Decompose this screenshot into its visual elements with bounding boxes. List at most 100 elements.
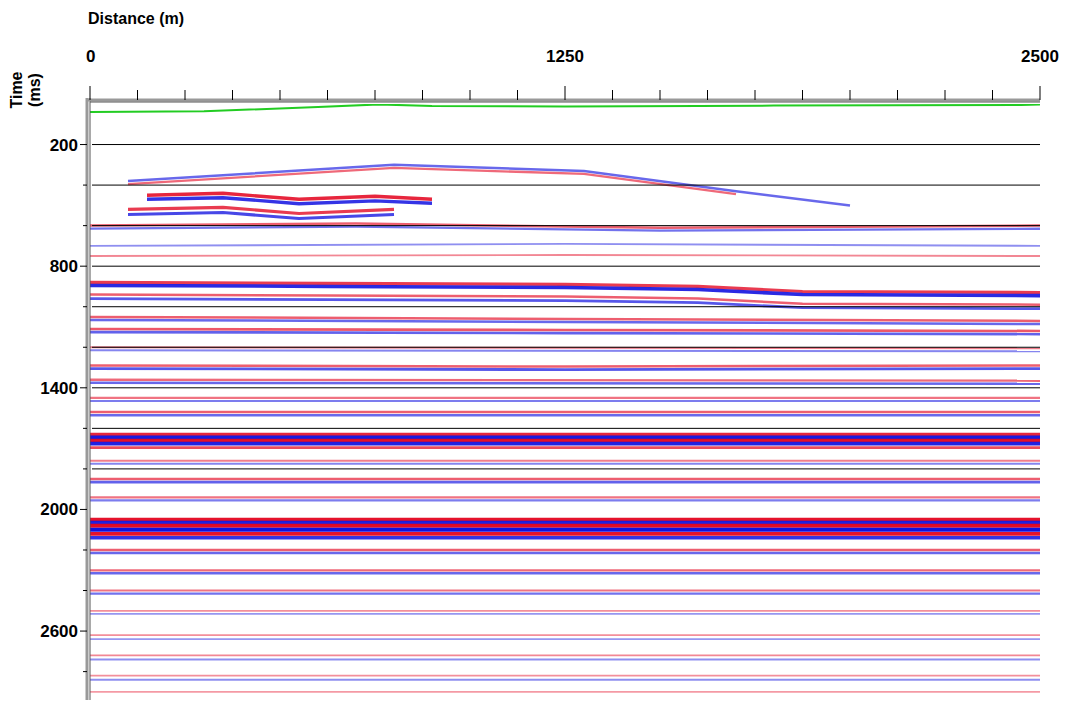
- x-minor-tick: [185, 90, 186, 100]
- reflector: [90, 499, 1040, 501]
- reflector: [90, 675, 1040, 677]
- x-minor-tick: [850, 90, 851, 100]
- reflector: [90, 255, 1040, 256]
- x-minor-tick: [470, 90, 471, 100]
- x-minor-tick: [802, 90, 803, 100]
- x-minor-tick: [897, 90, 898, 100]
- x-minor-tick: [422, 90, 423, 100]
- reflector: [90, 244, 1040, 246]
- reflector: [90, 478, 1040, 481]
- grid-line: [92, 387, 1040, 388]
- reflector: [90, 463, 1040, 465]
- reflector: [128, 213, 394, 219]
- seismic-chart: 012502500200800140020002600Distance (m)T…: [0, 0, 1077, 713]
- reflector: [90, 481, 1040, 484]
- reflector: [128, 168, 736, 194]
- y-minor-tick: [83, 468, 87, 469]
- x-minor-tick: [612, 90, 613, 100]
- grid-line: [92, 225, 1040, 226]
- grid-line: [92, 347, 1040, 348]
- reflector: [147, 198, 432, 204]
- reflector: [90, 332, 1040, 334]
- x-minor-tick: [137, 90, 138, 100]
- reflector: [90, 691, 1040, 693]
- reflector: [90, 572, 1040, 575]
- y-tick: [80, 144, 87, 145]
- y-tick: [80, 266, 87, 267]
- reflector: [90, 610, 1040, 612]
- reflector: [90, 638, 1040, 640]
- y-axis-title: Time(ms): [8, 71, 43, 108]
- reflector: [90, 320, 1040, 324]
- reflector: [90, 299, 1040, 309]
- x-tick-label: 2500: [1021, 47, 1059, 66]
- reflector: [90, 589, 1040, 591]
- reflector: [90, 569, 1040, 571]
- x-minor-tick: [755, 90, 756, 100]
- reflector: [90, 524, 1040, 528]
- x-minor-tick: [992, 90, 993, 100]
- x-minor-tick: [232, 90, 233, 100]
- reflector: [90, 414, 1040, 417]
- y-tick-label: 1400: [40, 379, 78, 398]
- y-minor-tick: [83, 671, 87, 672]
- x-tick-label: 0: [86, 47, 95, 66]
- reflector: [90, 411, 1040, 414]
- x-axis-line: [90, 102, 1040, 103]
- reflector: [90, 347, 1040, 348]
- reflector: [90, 460, 1040, 462]
- y-tick: [80, 509, 87, 510]
- x-minor-tick: [280, 90, 281, 100]
- y-axis-line: [90, 98, 91, 700]
- reflector: [90, 496, 1040, 498]
- grid-line: [92, 468, 1040, 469]
- reflector: [90, 369, 1040, 370]
- reflector: [90, 532, 1040, 536]
- y-minor-tick: [83, 549, 87, 550]
- grid-line: [92, 266, 1040, 267]
- y-tick-label: 800: [50, 257, 78, 276]
- y-minor-tick: [83, 185, 87, 186]
- x-tick: [90, 86, 91, 100]
- x-minor-tick: [375, 90, 376, 100]
- y-minor-tick: [83, 225, 87, 226]
- y-tick: [80, 631, 87, 632]
- reflector: [90, 592, 1040, 594]
- reflector: [90, 634, 1040, 636]
- reflector: [90, 366, 1040, 367]
- reflector: [90, 679, 1040, 681]
- reflector: [90, 446, 1040, 449]
- y-minor-tick: [83, 306, 87, 307]
- reflector: [90, 397, 1040, 399]
- grid-line: [92, 185, 1040, 186]
- reflector: [90, 528, 1040, 532]
- y-minor-tick: [83, 347, 87, 348]
- y-axis-title-part: (ms): [26, 73, 43, 107]
- y-axis-line: [86, 98, 89, 700]
- reflector: [90, 552, 1040, 555]
- y-tick-label: 200: [50, 136, 78, 155]
- x-tick: [565, 86, 566, 100]
- y-minor-tick: [83, 428, 87, 429]
- y-tick-label: 2600: [40, 622, 78, 641]
- reflector: [90, 350, 1040, 351]
- x-minor-tick: [327, 90, 328, 100]
- x-tick-label: 1250: [546, 47, 584, 66]
- x-minor-tick: [660, 90, 661, 100]
- x-tick: [1040, 86, 1041, 100]
- x-axis-line: [86, 99, 1040, 102]
- grid-line: [92, 144, 1040, 145]
- y-tick-label: 2000: [40, 500, 78, 519]
- reflector: [90, 227, 1040, 231]
- y-minor-tick: [83, 590, 87, 591]
- grid-line: [92, 428, 1040, 429]
- plot-area: [90, 104, 1040, 692]
- reflector: [90, 536, 1040, 539]
- reflector: [90, 329, 1040, 331]
- x-minor-tick: [707, 90, 708, 100]
- reflector: [90, 549, 1040, 552]
- x-minor-tick: [945, 90, 946, 100]
- reflector: [90, 383, 1040, 384]
- y-tick: [80, 387, 87, 388]
- grid-line: [92, 306, 1040, 307]
